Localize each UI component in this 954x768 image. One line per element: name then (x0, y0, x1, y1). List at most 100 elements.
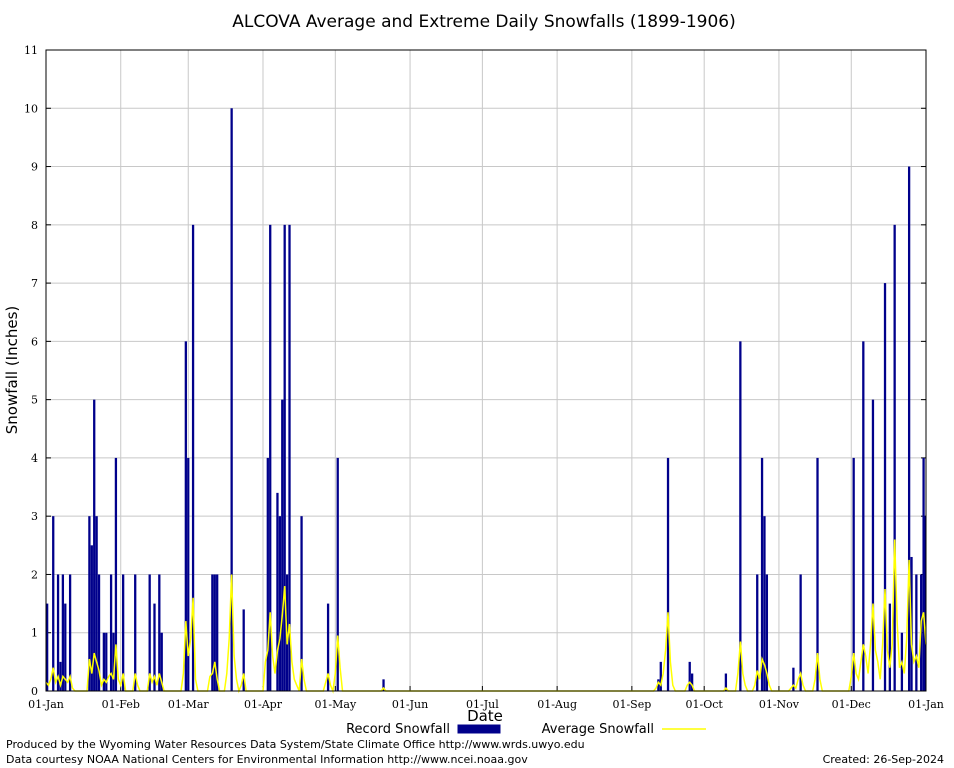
record-bar (52, 516, 55, 691)
record-bar (64, 603, 67, 691)
record-bar (883, 283, 887, 691)
y-tick-label: 4 (31, 452, 38, 465)
y-tick-label: 6 (31, 335, 38, 348)
record-bar (242, 609, 245, 691)
y-tick-label: 0 (31, 685, 38, 698)
record-bar (666, 457, 670, 691)
record-bar (871, 399, 875, 691)
y-tick-label: 11 (24, 44, 38, 57)
y-tick-label: 8 (31, 219, 38, 232)
record-bar (915, 574, 918, 691)
y-tick-label: 9 (31, 161, 38, 174)
record-bar (97, 574, 101, 691)
x-tick-labels: 01-Jan 01-Feb 01-Mar 01-Apr 01-May 01-Jun 01-J… (28, 698, 944, 711)
x-tick-label: 01-Apr (244, 698, 283, 711)
record-bar (134, 574, 137, 691)
record-bar (93, 399, 96, 691)
record-bar (114, 457, 118, 691)
record-bar (382, 679, 385, 691)
record-bar (266, 457, 269, 691)
record-bar (59, 661, 62, 691)
record-bar (763, 516, 766, 691)
record-bar (336, 457, 339, 691)
record-bar (46, 603, 49, 691)
x-tick-label: 01-Jan (908, 698, 944, 711)
x-tick-label: 01-Feb (102, 698, 140, 711)
record-bar (88, 516, 91, 691)
record-bar (109, 574, 113, 691)
record-bar (893, 224, 896, 691)
x-tick-label: 01-Jun (392, 698, 428, 711)
y-tick-labels: 0 1 2 3 4 5 6 7 8 9 10 11 (24, 44, 38, 698)
record-bar (276, 492, 279, 691)
y-tick-label: 7 (31, 277, 38, 290)
y-axis-label: Snowfall (Inches) (3, 306, 21, 434)
record-bar (862, 341, 865, 691)
y-tick-label: 3 (31, 510, 38, 523)
record-bar (187, 457, 190, 691)
record-bar (122, 574, 125, 691)
record-bar (288, 224, 291, 691)
record-bar (269, 224, 272, 691)
footer-data-courtesy: Data courtesy NOAA National Centers for … (6, 753, 528, 766)
x-axis-label: Date (467, 707, 503, 725)
record-bar (688, 661, 691, 691)
x-tick-label: 01-Sep (612, 698, 651, 711)
record-snowfall-bars (46, 108, 926, 692)
x-tick-label: 01-Jan (28, 698, 64, 711)
chart-title: ALCOVA Average and Extreme Daily Snowfal… (232, 12, 736, 32)
x-tick-label: 01-Jul (466, 698, 499, 711)
record-bar (760, 457, 764, 691)
x-tick-label: 01-Nov (759, 698, 800, 711)
record-bar (191, 224, 195, 691)
record-bar (216, 574, 219, 691)
legend-average-label: Average Snowfall (542, 722, 654, 737)
x-tick-label: 01-Oct (686, 698, 724, 711)
record-bar (816, 457, 819, 691)
record-bar (230, 108, 233, 692)
record-bar (690, 673, 694, 691)
record-bar (792, 667, 795, 691)
legend-record-label: Record Snowfall (346, 722, 450, 737)
y-tick-label: 2 (31, 568, 38, 581)
record-bar (922, 457, 925, 691)
x-tick-label: 01-Dec (832, 698, 871, 711)
record-bar (112, 632, 115, 691)
x-tick-label: 01-Aug (537, 698, 577, 711)
footer-produced-by: Produced by the Wyoming Water Resources … (6, 738, 585, 751)
record-bar (158, 574, 161, 691)
footer-created: Created: 26-Sep-2024 (822, 753, 944, 766)
y-tick-label: 5 (31, 394, 38, 407)
record-bar (799, 574, 802, 691)
grid-lines (45, 49, 927, 692)
record-bar (907, 166, 911, 691)
record-bar (657, 679, 660, 691)
record-bar (68, 574, 72, 691)
record-bar (326, 603, 330, 691)
record-bar (184, 341, 187, 691)
record-bar (739, 341, 742, 691)
record-bar (659, 661, 662, 691)
record-bar (281, 399, 284, 691)
plot-frame (45, 49, 927, 692)
record-bar (213, 574, 216, 691)
record-bar (300, 516, 303, 691)
legend-record-swatch (457, 724, 501, 734)
record-bar (211, 574, 214, 691)
record-bar (102, 632, 106, 691)
record-bar (852, 457, 855, 691)
record-bar (148, 574, 151, 691)
record-bar (765, 574, 769, 691)
x-tick-label: 01-Mar (168, 698, 210, 711)
record-bar (153, 603, 156, 691)
record-bar (756, 574, 759, 691)
record-bar (888, 603, 891, 691)
record-bar (61, 574, 65, 691)
record-bar (90, 545, 93, 691)
record-bar (56, 574, 60, 691)
record-bar (105, 632, 108, 691)
record-bar (278, 516, 282, 691)
record-bar (95, 516, 98, 691)
record-bar (923, 516, 926, 691)
